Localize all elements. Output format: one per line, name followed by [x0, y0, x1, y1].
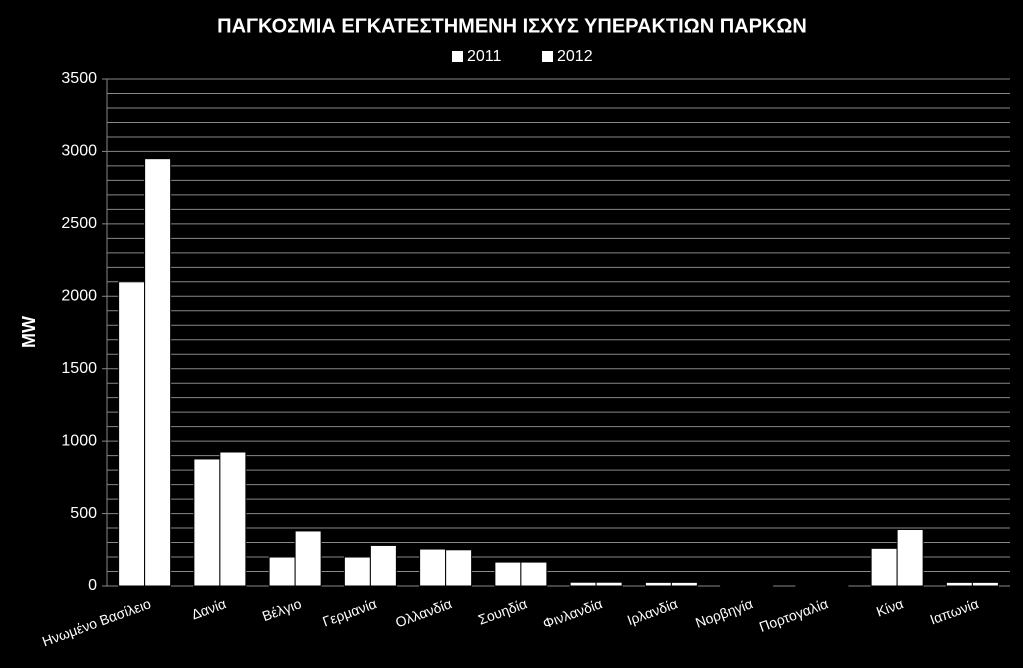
bar: [520, 561, 548, 587]
bar: [870, 547, 898, 587]
bar: [193, 458, 221, 587]
bar: [343, 556, 371, 587]
legend-label: 2011: [467, 48, 502, 65]
bar: [644, 581, 672, 587]
bar: [144, 158, 172, 587]
bar: [494, 561, 522, 587]
bar: [268, 556, 296, 587]
y-tick-label: 500: [70, 505, 97, 522]
y-tick-label: 1000: [61, 432, 97, 449]
legend-label: 2012: [557, 48, 593, 65]
bar: [294, 530, 322, 587]
bar: [595, 581, 623, 587]
legend-swatch: [542, 51, 553, 62]
chart-title: ΠΑΓΚΟΣΜΙΑ ΕΓΚΑΤΕΣΤΗΜΕΝΗ ΙΣΧΥΣ ΥΠΕΡΑΚΤΙΩΝ…: [217, 15, 807, 37]
bar: [369, 544, 397, 587]
legend-swatch: [452, 51, 463, 62]
y-tick-label: 2500: [61, 215, 97, 232]
y-axis-label: MW: [19, 316, 39, 348]
y-tick-label: 3500: [61, 70, 97, 87]
bar: [569, 581, 597, 587]
y-tick-label: 3000: [61, 143, 97, 160]
bar: [670, 581, 698, 587]
bar: [971, 581, 999, 587]
bar: [419, 548, 447, 587]
bar: [445, 549, 473, 587]
y-tick-label: 1500: [61, 360, 97, 377]
bar: [896, 529, 924, 587]
bar: [118, 281, 146, 587]
bar: [219, 451, 247, 587]
bar: [945, 581, 973, 587]
y-tick-label: 2000: [61, 288, 97, 305]
y-tick-label: 0: [88, 577, 97, 594]
